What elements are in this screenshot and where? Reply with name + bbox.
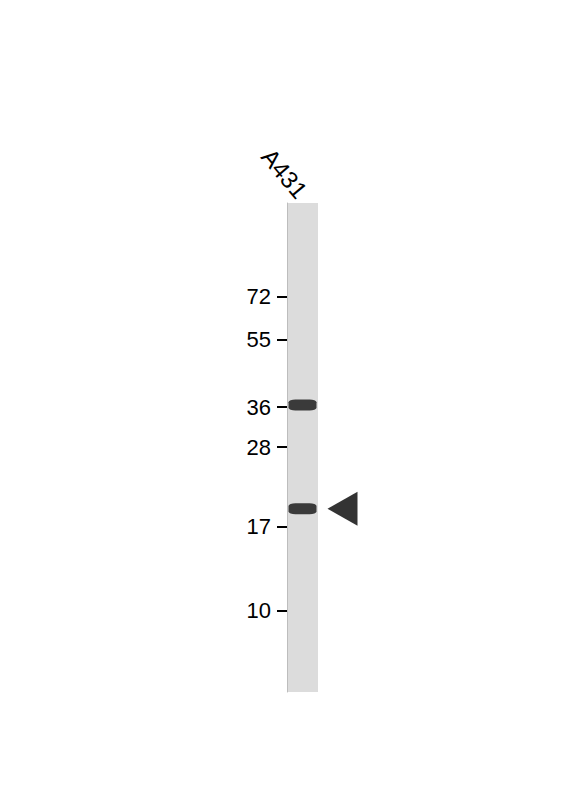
svg-text:55: 55 (247, 327, 271, 352)
svg-text:72: 72 (247, 284, 271, 309)
svg-text:A431: A431 (256, 143, 313, 203)
svg-text:28: 28 (247, 435, 271, 460)
svg-text:36: 36 (247, 395, 271, 420)
svg-text:17: 17 (247, 514, 271, 539)
svg-text:10: 10 (247, 598, 271, 623)
